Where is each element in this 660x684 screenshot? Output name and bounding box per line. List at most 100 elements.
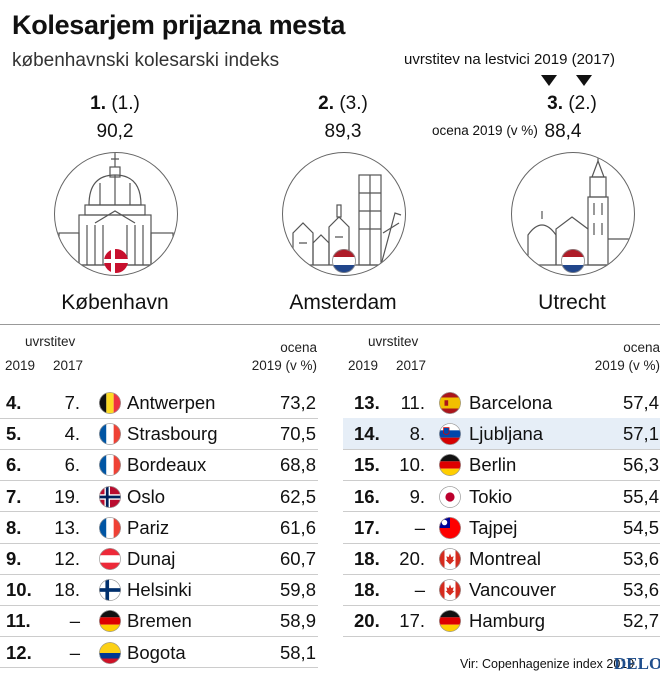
score-unit-header: 2019 (v %) [251,358,317,373]
rank-header: uvrstitev [368,334,419,349]
flag-icon [439,485,461,508]
flag-icon [99,392,121,414]
city-name-cell: Bremen [127,610,192,632]
year-2019-header: 2019 [348,358,379,373]
flag-icon [99,423,121,446]
score-header: ocena [280,340,317,355]
table-row: 12. – Bogota 58,1 [0,637,318,668]
flag-icon [99,485,121,508]
rank-cell: 11. [6,610,31,632]
table-row: 14. 8. Ljubljana 57,1 [343,418,660,450]
section-divider [0,324,660,325]
previous-rank-cell: 20. [399,548,425,569]
score-cell: 53,6 [622,548,659,569]
table-row: 7. 19. Oslo 62,5 [0,481,318,512]
slovenia-flag-icon [439,423,461,446]
arrow-down-icon [576,75,592,86]
table-row: 11. – Bremen 58,9 [0,605,318,636]
year-2017-header: 2017 [53,358,84,373]
city-name-cell: Ljubljana [469,423,544,445]
flag-icon [99,641,121,664]
city-name-cell: Pariz [127,516,170,538]
previous-rank-cell: 19. [54,485,80,507]
denmark-flag-icon [104,249,128,273]
podium-score-2: 89,3 [324,121,362,142]
row-separator [0,417,318,419]
podium-city-2: Amsterdam [289,291,397,314]
score-legend: ocena 2019 (v %) [432,123,538,138]
rank-cell: 8. [6,516,22,538]
rank-cell: 16. [354,485,380,507]
page-subtitle: københavnski kolesarski indeks [12,50,280,71]
score-cell: 61,6 [279,516,316,538]
podium-rank-1: 1. (1.) [90,93,140,114]
rank-cell: 15. [354,454,380,476]
city-name-cell: Berlin [469,454,517,476]
city-name-cell: Barcelona [469,392,553,413]
score-cell: 57,1 [622,423,659,445]
row-separator [343,542,660,544]
rank-cell: 20. [354,610,380,632]
score-cell: 60,7 [279,548,316,569]
city-name-cell: Dunaj [127,548,176,569]
germany-flag-icon [439,610,461,633]
table-row: 4. 7. Antwerpen 73,2 [0,387,318,418]
france-flag-icon [99,454,121,477]
previous-rank-cell: 11. [400,392,425,413]
flag-icon [439,548,461,570]
flag-icon [439,610,461,633]
score-cell: 53,6 [622,579,659,601]
row-separator [0,480,318,482]
row-separator [343,448,660,450]
previous-rank-cell: 4. [64,423,80,445]
previous-rank-cell: 12. [54,548,80,569]
previous-rank-cell: – [69,641,80,663]
podium-city-1: København [61,291,169,314]
rank-cell: 5. [6,423,22,445]
previous-rank-cell: 6. [64,454,80,476]
table-row: 5. 4. Strasbourg 70,5 [0,418,318,449]
netherlands-flag-icon [561,249,585,273]
table-row: 6. 6. Bordeaux 68,8 [0,449,318,480]
previous-rank-cell: 18. [54,579,80,601]
flag-icon [439,454,461,477]
canada-flag-icon [439,548,461,570]
year-2019-header: 2019 [5,358,36,373]
rank-cell: 18. [354,579,380,601]
podium-score-3: 88,4 [544,121,582,142]
previous-rank-cell: 10. [399,454,425,476]
city-name-cell: Tajpej [469,516,518,538]
previous-rank-cell: 9. [409,485,425,507]
rank-cell: 10. [6,579,32,601]
row-separator [0,511,318,513]
podium-image-3 [511,152,635,276]
table-row: 18. – Vancouver 53,6 [343,574,660,605]
previous-rank-cell: 13. [54,516,80,538]
city-name-cell: Montreal [469,548,541,569]
city-name-cell: Tokio [469,485,513,507]
city-name-cell: Antwerpen [127,392,216,413]
table-row: 9. 12. Dunaj 60,7 [0,543,318,574]
flag-icon [439,579,461,602]
netherlands-flag-icon [332,249,356,273]
table-row: 17. – Tajpej 54,5 [343,512,660,543]
podium-image-2 [282,152,406,276]
flag-icon [439,423,461,446]
podium-rank-3: 3. (2.) [547,93,597,114]
flag-icon [99,548,121,570]
score-unit-header: 2019 (v %) [594,358,660,373]
rank-cell: 14. [354,423,380,445]
previous-rank-cell: – [69,610,80,632]
rank-cell: 17. [354,516,380,538]
germany-flag-icon [439,454,461,477]
city-name-cell: Bogota [127,641,186,663]
previous-rank-cell: 7. [64,392,80,413]
score-cell: 73,2 [279,392,316,413]
rank-header: uvrstitev [25,334,76,349]
belgium-flag-icon [99,392,121,414]
flag-icon [439,516,461,539]
flag-icon [99,579,121,602]
table-row: 10. 18. Helsinki 59,8 [0,574,318,605]
score-cell: 52,7 [622,610,659,632]
table-row: 18. 20. Montreal 53,6 [343,543,660,574]
